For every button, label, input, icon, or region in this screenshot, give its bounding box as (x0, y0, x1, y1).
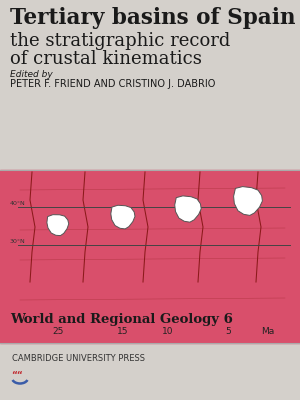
Text: of crustal kinematics: of crustal kinematics (10, 50, 202, 68)
Polygon shape (111, 205, 135, 229)
Polygon shape (49, 221, 65, 234)
Text: 40°N: 40°N (10, 201, 26, 206)
Text: 10: 10 (162, 327, 174, 336)
Polygon shape (236, 196, 257, 213)
Text: ““: ““ (11, 370, 23, 379)
Text: Ma: Ma (261, 327, 274, 336)
Bar (0, 170, 300, 343)
Polygon shape (47, 215, 69, 236)
Text: CAMBRIDGE UNIVERSITY PRESS: CAMBRIDGE UNIVERSITY PRESS (12, 354, 145, 363)
Polygon shape (177, 204, 196, 220)
Text: Tertiary basins of Spain: Tertiary basins of Spain (10, 7, 295, 29)
Polygon shape (175, 196, 201, 222)
Text: 25: 25 (52, 327, 64, 336)
Text: 5: 5 (225, 327, 231, 336)
Text: 30°N: 30°N (10, 239, 26, 244)
Text: World and Regional Geology 6: World and Regional Geology 6 (10, 313, 233, 326)
Text: 15: 15 (117, 327, 129, 336)
Polygon shape (234, 186, 262, 215)
Text: Edited by: Edited by (10, 70, 53, 79)
Text: PETER F. FRIEND AND CRISTINO J. DABRIO: PETER F. FRIEND AND CRISTINO J. DABRIO (10, 79, 215, 89)
Text: the stratigraphic record: the stratigraphic record (10, 32, 230, 50)
Polygon shape (113, 213, 130, 227)
